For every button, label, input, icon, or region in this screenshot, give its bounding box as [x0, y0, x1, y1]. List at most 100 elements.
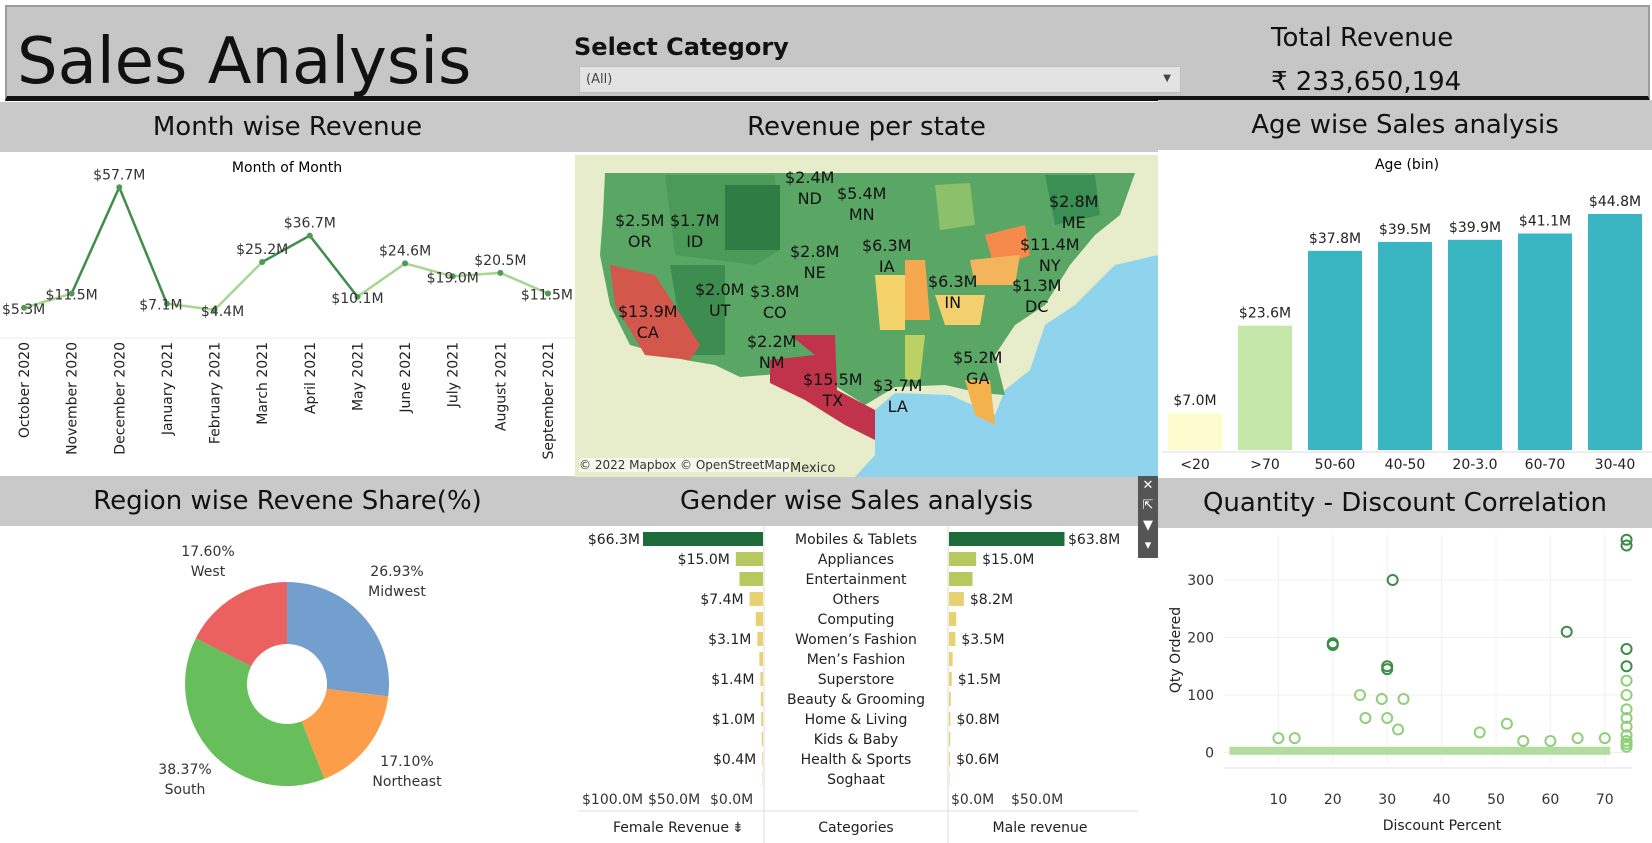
month-tick-label: November 2020 — [65, 342, 81, 455]
age-tick-label: 20-3.0 — [1452, 457, 1497, 473]
state-label-ga[interactable]: $5.2M GA — [953, 348, 1003, 388]
region-share-chart: 26.93% Midwest 17.10% Northeast 38.37% South 1… — [0, 526, 575, 843]
popout-icon[interactable]: ⇱ — [1142, 498, 1154, 513]
gender-category-label: Appliances — [818, 552, 894, 568]
gender-category-label: Kids & Baby — [814, 732, 898, 748]
us-map-shape — [575, 155, 1158, 477]
state-label-tx[interactable]: $15.5M TX — [803, 370, 863, 410]
qty-discount-title: Quantity - Discount Correlation — [1158, 478, 1652, 528]
chevron-down-icon[interactable]: ▼ — [1163, 73, 1171, 84]
age-bar-label: $37.8M — [1309, 231, 1361, 247]
state-label-me[interactable]: $2.8M ME — [1049, 192, 1099, 232]
qty-dense-points — [1229, 746, 1611, 755]
male-value-label: $3.5M — [961, 632, 1004, 648]
qty-point — [1500, 717, 1513, 730]
qty-point — [1560, 625, 1573, 638]
qty-point — [1392, 723, 1405, 736]
filter-icon[interactable]: ▼ — [1143, 518, 1153, 533]
qty-x-tick: 50 — [1487, 792, 1505, 808]
month-revenue-chart: Month of Month $5.3M October 2020 $11.5M No… — [0, 152, 575, 476]
month-revenue-svg: Month of Month $5.3M October 2020 $11.5M No… — [0, 160, 575, 459]
gender-category-label: Health & Sports — [801, 752, 912, 768]
female-value-label: $1.4M — [711, 672, 754, 688]
qty-point — [1397, 693, 1410, 706]
female-bar — [757, 632, 763, 646]
state-label-in[interactable]: $6.3M IN — [928, 272, 978, 312]
month-line-segment — [308, 234, 359, 298]
male-bar — [949, 532, 1065, 546]
female-axis-tick: $0.0M — [710, 792, 753, 808]
state-label-mn[interactable]: $5.4M MN — [837, 184, 887, 224]
region-share-svg: 26.93% Midwest 17.10% Northeast 38.37% South 1… — [158, 544, 442, 798]
state-label-co[interactable]: $3.8M CO — [750, 282, 800, 322]
qty-x-label: Discount Percent — [1383, 818, 1502, 834]
state-label-nd[interactable]: $2.4M ND — [785, 168, 835, 208]
month-chart-header: Month of Month — [232, 160, 342, 176]
qty-point — [1354, 689, 1366, 701]
qty-point — [1386, 574, 1399, 586]
female-bar — [643, 532, 763, 546]
female-bar — [735, 552, 763, 566]
qty-x-tick: 70 — [1596, 792, 1614, 808]
state-label-ca[interactable]: $13.9M CA — [618, 302, 678, 342]
month-point — [211, 306, 218, 313]
age-bar — [1518, 233, 1572, 450]
state-label-ne[interactable]: $2.8M NE — [790, 242, 840, 282]
category-select[interactable]: (All) ▼ — [579, 66, 1181, 93]
month-data-label: $19.0M — [427, 270, 479, 286]
month-tick-label: August 2021 — [493, 342, 509, 431]
state-label-ia[interactable]: $6.3M IA — [862, 236, 912, 276]
close-icon[interactable]: ✕ — [1142, 478, 1154, 493]
month-data-label: $20.5M — [474, 253, 526, 269]
region-slice-northeast — [301, 688, 389, 779]
region-slice-name: Midwest — [368, 584, 426, 600]
state-label-id[interactable]: $1.7M ID — [670, 211, 720, 251]
state-label-ny[interactable]: $11.4M NY — [1020, 235, 1080, 275]
age-bar — [1378, 241, 1432, 450]
female-bar — [739, 572, 763, 586]
category-filter-label: Select Category — [574, 33, 789, 61]
female-bar — [762, 752, 763, 766]
male-value-label: $15.0M — [982, 552, 1034, 568]
qty-point — [1620, 539, 1633, 552]
male-revenue-title: Male revenue — [993, 820, 1088, 836]
region-share-title: Region wise Revene Share(%) — [0, 476, 575, 526]
state-label-la[interactable]: $3.7M LA — [873, 376, 923, 416]
male-bar — [949, 552, 977, 566]
state-label-or[interactable]: $2.5M OR — [615, 211, 665, 251]
female-bar — [761, 732, 763, 746]
dropdown-icon[interactable]: ▾ — [1144, 538, 1152, 553]
region-slice-name: South — [165, 782, 206, 798]
month-tick-label: February 2021 — [208, 342, 224, 444]
age-bar-label: $41.1M — [1519, 213, 1571, 229]
sort-icon: ⇟ — [732, 820, 744, 836]
month-data-label: $10.1M — [331, 291, 383, 307]
qty-point — [1375, 693, 1388, 706]
qty-point — [1620, 533, 1633, 546]
female-axis-tick: $50.0M — [648, 792, 700, 808]
month-line-segment — [261, 234, 311, 264]
state-label-dc[interactable]: $1.3M DC — [1012, 276, 1062, 316]
map-credit[interactable]: © 2022 Mapbox © OpenStreetMap — [579, 458, 790, 472]
month-revenue-title: Month wise Revenue — [0, 102, 575, 152]
male-bar — [949, 672, 952, 686]
male-bar — [949, 732, 951, 746]
state-revenue-title: Revenue per state — [575, 102, 1158, 152]
month-point — [259, 259, 266, 266]
age-tick-label: 40-50 — [1385, 457, 1426, 473]
qty-y-tick: 300 — [1187, 573, 1214, 589]
age-bar — [1588, 214, 1642, 450]
male-value-label: $1.5M — [958, 672, 1001, 688]
month-line-segment — [452, 271, 501, 278]
month-tick-label: June 2021 — [398, 342, 414, 414]
qty-point — [1326, 637, 1339, 650]
state-label-nm[interactable]: $2.2M NM — [747, 332, 797, 372]
total-revenue-label: Total Revenue — [1271, 23, 1454, 53]
qty-point — [1272, 732, 1285, 745]
month-line-segment — [356, 262, 406, 298]
total-revenue-value: ₹ 233,650,194 — [1271, 67, 1462, 97]
state-label-ut[interactable]: $2.0M UT — [695, 280, 745, 320]
female-value-label: $7.4M — [700, 592, 743, 608]
month-tick-label: May 2021 — [350, 342, 366, 411]
age-tick-label: 60-70 — [1525, 457, 1566, 473]
